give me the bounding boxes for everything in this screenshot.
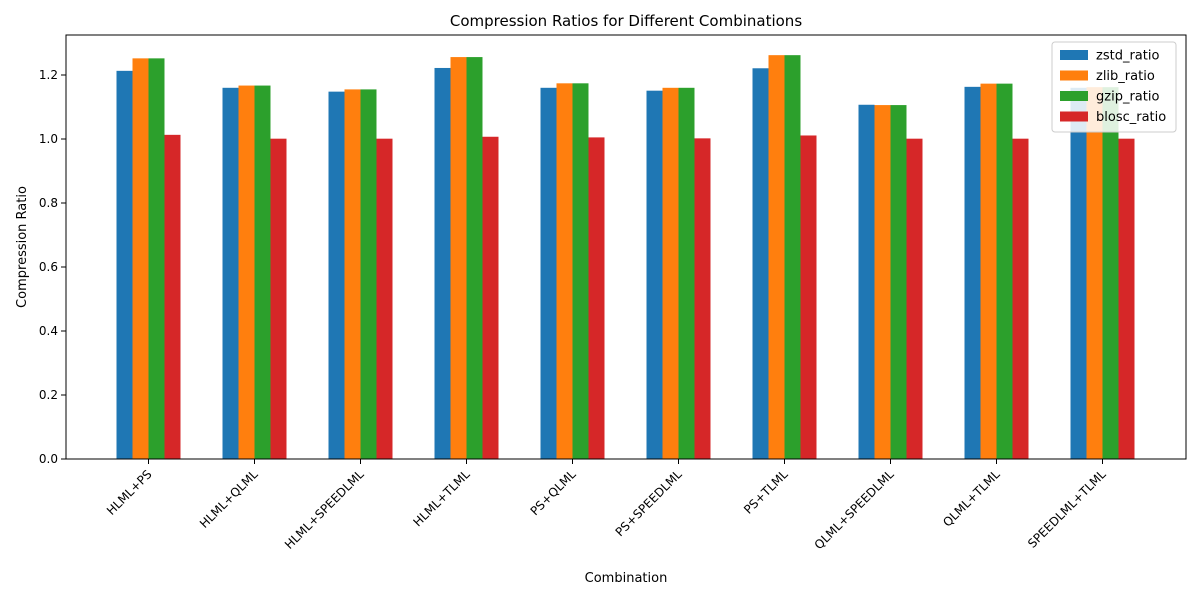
y-axis-title: Compression Ratio [15,186,30,308]
bar-gzip_ratio-HLML+TLML [466,57,483,460]
bar-zlib_ratio-HLML+QLML [238,85,255,459]
y-tick-label: 0.8 [39,196,58,210]
bar-zlib_ratio-SPEEDLML+TLML [1086,87,1103,459]
bar-zlib_ratio-QLML+SPEEDLML [874,105,891,459]
bar-zstd_ratio-QLML+SPEEDLML [858,104,875,459]
bar-blosc_ratio-HLML+SPEEDLML [376,138,393,459]
y-tick-label: 1.2 [39,68,58,82]
x-axis-title: Combination [585,571,668,586]
bar-blosc_ratio-PS+TLML [800,135,817,460]
bar-blosc_ratio-HLML+TLML [482,136,499,459]
plot-frame [65,34,1187,460]
bar-zlib_ratio-PS+SPEEDLML [662,87,679,460]
legend-label-blosc_ratio: blosc_ratio [1096,110,1166,125]
bar-zstd_ratio-HLML+SPEEDLML [328,91,345,459]
bar-zlib_ratio-QLML+TLML [980,83,997,459]
bar-blosc_ratio-HLML+QLML [270,138,287,459]
y-tick-label: 0.6 [39,260,58,274]
bar-blosc_ratio-QLML+SPEEDLML [906,138,923,459]
legend-label-zstd_ratio: zstd_ratio [1096,49,1159,64]
bar-gzip_ratio-PS+TLML [784,55,801,459]
bar-blosc_ratio-SPEEDLML+TLML [1118,138,1135,459]
bar-gzip_ratio-HLML+PS [148,58,165,460]
bar-zlib_ratio-HLML+PS [132,58,149,460]
bar-blosc_ratio-PS+QLML [588,137,605,459]
bar-gzip_ratio-HLML+QLML [254,85,271,459]
bar-zlib_ratio-HLML+SPEEDLML [344,89,361,460]
legend-swatch-zstd_ratio [1060,50,1088,60]
bars-layer [116,55,1135,460]
bar-zstd_ratio-HLML+QLML [222,87,239,460]
bar-zstd_ratio-QLML+TLML [964,86,981,459]
bar-blosc_ratio-HLML+PS [164,134,181,459]
bar-zlib_ratio-HLML+TLML [450,57,467,460]
bar-blosc_ratio-QLML+TLML [1012,138,1029,459]
legend-swatch-blosc_ratio [1060,111,1088,122]
y-tick-label: 1.0 [39,132,58,146]
bar-gzip_ratio-QLML+TLML [996,83,1013,459]
bar-gzip_ratio-PS+SPEEDLML [678,87,695,460]
y-tick-label: 0.2 [39,388,58,402]
bar-zstd_ratio-PS+SPEEDLML [646,90,663,460]
bar-zlib_ratio-PS+TLML [768,55,785,459]
bar-zlib_ratio-PS+QLML [556,83,573,459]
bar-zstd_ratio-HLML+PS [116,70,133,459]
bar-zstd_ratio-PS+QLML [540,87,557,460]
chart-title: Compression Ratios for Different Combina… [450,12,802,30]
bar-gzip_ratio-PS+QLML [572,83,589,459]
legend-box [1051,41,1177,133]
legend-swatch-gzip_ratio [1060,91,1088,101]
legend: zstd_ratio zlib_ratio gzip_ratio blosc_rati… [1051,41,1177,133]
bar-gzip_ratio-QLML+SPEEDLML [890,105,907,459]
bar-zstd_ratio-HLML+TLML [434,67,451,460]
bar-gzip_ratio-SPEEDLML+TLML [1102,87,1119,459]
bar-gzip_ratio-HLML+SPEEDLML [360,89,377,460]
legend-label-zlib_ratio: zlib_ratio [1096,69,1155,84]
legend-label-gzip_ratio: gzip_ratio [1096,90,1159,105]
legend-swatch-zlib_ratio [1060,70,1088,81]
bar-zstd_ratio-SPEEDLML+TLML [1070,87,1087,460]
bar-zstd_ratio-PS+TLML [752,68,769,459]
bar-blosc_ratio-PS+SPEEDLML [694,138,711,460]
y-tick-label: 0.0 [39,452,58,466]
y-tick-label: 0.4 [39,324,58,338]
